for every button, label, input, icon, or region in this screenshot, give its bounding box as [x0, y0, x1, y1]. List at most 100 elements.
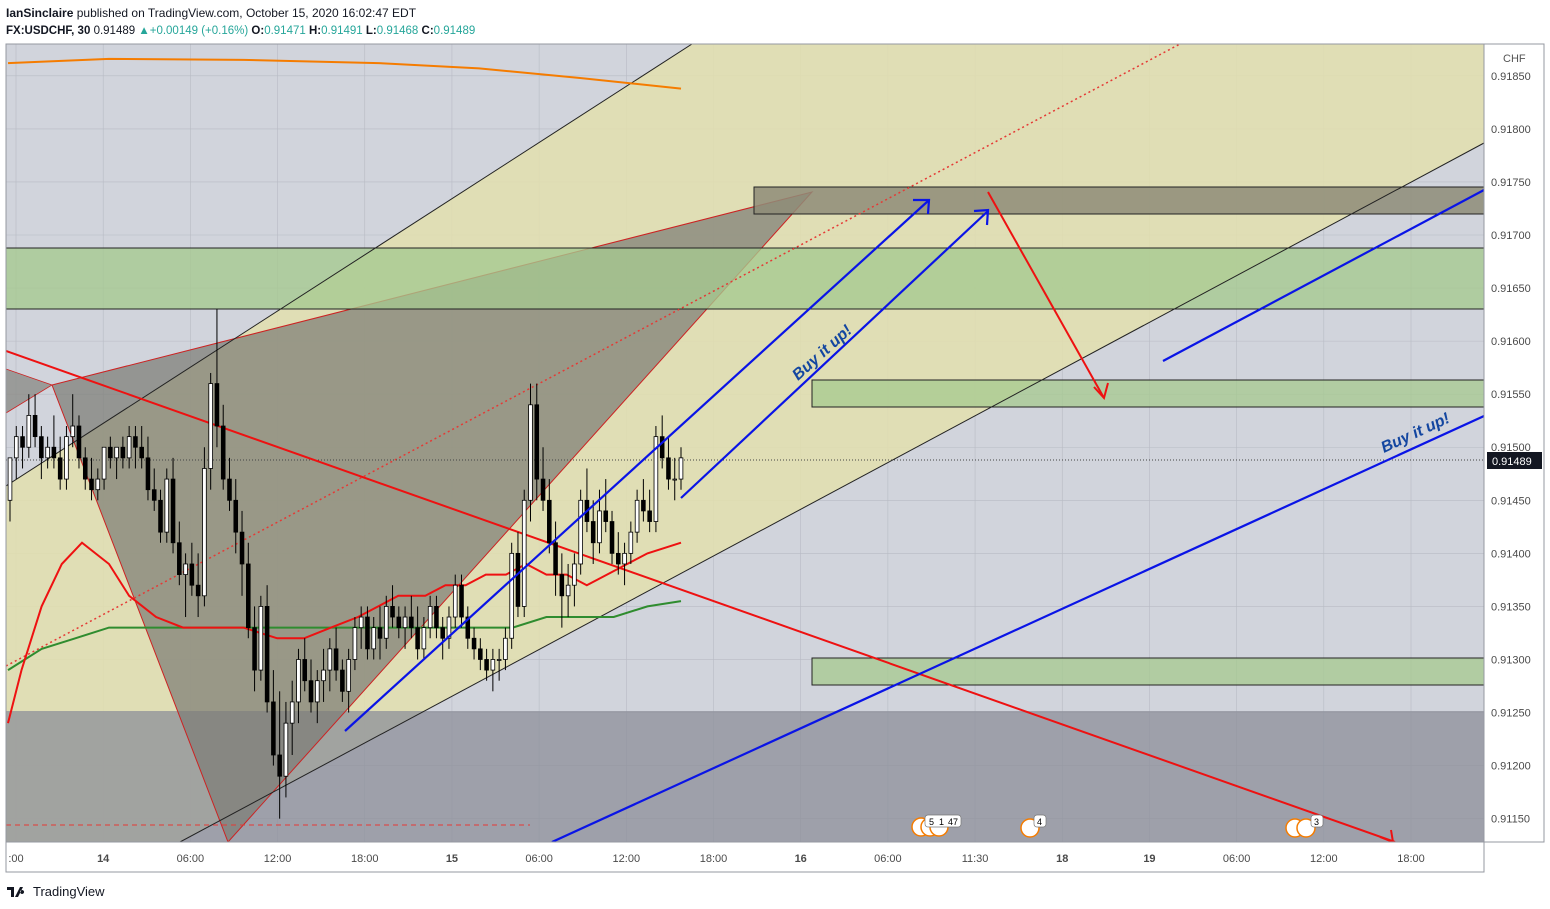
candle-down [189, 563, 195, 586]
red-downtrend-line [6, 350, 1396, 842]
price-tick-label: 0.91450 [1491, 495, 1531, 507]
candle-up [7, 457, 13, 501]
ohlc-legend: FX:USDCHF, 30 0.91489 ▲+0.00149 (+0.16%)… [6, 22, 906, 40]
candle-down [540, 478, 546, 501]
candle-up [371, 627, 377, 650]
candle-down [333, 648, 339, 671]
candle-down [120, 446, 126, 459]
candle-down [603, 510, 609, 522]
candle-down [440, 627, 445, 639]
candle-down [139, 446, 144, 459]
time-tick-label: 19 [1143, 853, 1155, 865]
blue-arrow-head-2 [973, 208, 990, 226]
high-label: H: [308, 25, 322, 37]
candle-down [659, 436, 665, 459]
candle-down [170, 478, 176, 544]
symbol-label[interactable]: FX:USDCHF, 30 [6, 25, 91, 37]
red-arrow-head-bottom [1379, 829, 1395, 842]
candle-down [478, 648, 483, 660]
candle-up [358, 616, 364, 629]
candle-up [321, 669, 326, 682]
candle-down [76, 425, 82, 459]
candle-down [590, 521, 596, 544]
candle-up [258, 606, 264, 671]
flag-icon[interactable] [1296, 818, 1316, 838]
red-projection-line [987, 191, 1105, 399]
time-tick-label: 12:00 [613, 853, 641, 865]
candle-down [459, 584, 464, 618]
candle-down [220, 425, 226, 480]
time-tick-label: 18:00 [351, 853, 379, 865]
candle-down [277, 754, 282, 777]
price-axis-ticks: 0.91850 0.91800 0.91750 0.91700 0.91650 0.916… [1491, 71, 1531, 826]
candle-up [452, 584, 458, 618]
candle-down [415, 627, 420, 650]
candle-up [565, 584, 571, 597]
candle-up [496, 659, 502, 661]
candle-down [465, 616, 471, 639]
candle-down [20, 436, 25, 448]
candle-down [647, 510, 652, 522]
price-tick-label: 0.91650 [1491, 283, 1531, 295]
price-tick-label: 0.91250 [1491, 708, 1531, 720]
footer-brand[interactable]: TradingView [33, 883, 105, 899]
candle-down [484, 659, 489, 671]
candle-up [509, 552, 514, 639]
blue-trend-line-4 [551, 414, 1484, 842]
up-arrow-icon: ▲ [138, 25, 150, 37]
candle-up [653, 436, 659, 522]
candle-up [503, 637, 508, 660]
time-tick-label: 18:00 [1397, 853, 1425, 865]
candle-up [202, 468, 207, 597]
candle-down [390, 606, 395, 618]
candle-down [227, 478, 232, 501]
price-tick-label: 0.91550 [1491, 389, 1531, 401]
publish-info: IanSinclaire published on TradingView.co… [6, 4, 906, 22]
event-count-badge [1310, 814, 1324, 828]
candle-up [45, 446, 50, 459]
candle-up [208, 383, 213, 469]
low-label: L: [365, 25, 377, 37]
candle-down [434, 606, 439, 629]
badge-text-a: 5 [929, 817, 934, 827]
event-badges[interactable]: 5 1 47 4 3 [911, 814, 1324, 838]
candle-down [547, 499, 552, 544]
candle-down [246, 563, 251, 629]
candle-up [314, 680, 320, 703]
candle-down [158, 499, 163, 533]
price-tick-label: 0.91850 [1491, 71, 1531, 83]
price-change: +0.00149 (+0.16%) [149, 25, 249, 37]
candle-down [51, 446, 57, 459]
candle-up [528, 404, 533, 501]
candle-up [672, 478, 678, 481]
candle-up [114, 446, 119, 459]
event-count-badge [924, 814, 962, 828]
candle-up [597, 510, 602, 544]
time-tick-label: 15 [446, 853, 458, 865]
time-axis[interactable] [5, 841, 1485, 873]
candle-down [133, 436, 138, 448]
tradingview-logo-icon[interactable] [6, 884, 28, 898]
candle-down [365, 616, 370, 650]
badge-text-e: 3 [1314, 817, 1319, 827]
candle-up [427, 606, 433, 629]
candle-up [289, 701, 295, 724]
author-name[interactable]: IanSinclaire [6, 6, 74, 20]
price-tick-label: 0.91800 [1491, 124, 1531, 136]
candle-up [327, 648, 333, 671]
candle-down [82, 457, 88, 480]
price-axis[interactable] [1483, 43, 1545, 843]
candle-down [409, 616, 414, 629]
candle-up [283, 722, 289, 777]
candle-up [521, 499, 527, 607]
chart-header: IanSinclaire published on TradingView.co… [6, 4, 906, 44]
candle-up [296, 659, 301, 703]
candle-up [64, 436, 69, 480]
channel-upper-line [6, 44, 693, 487]
candle-down [239, 531, 245, 565]
candle-down [559, 574, 565, 597]
low-value: 0.91468 [376, 25, 419, 37]
badge-text-b: 1 [939, 817, 944, 827]
high-value: 0.91491 [321, 25, 363, 37]
